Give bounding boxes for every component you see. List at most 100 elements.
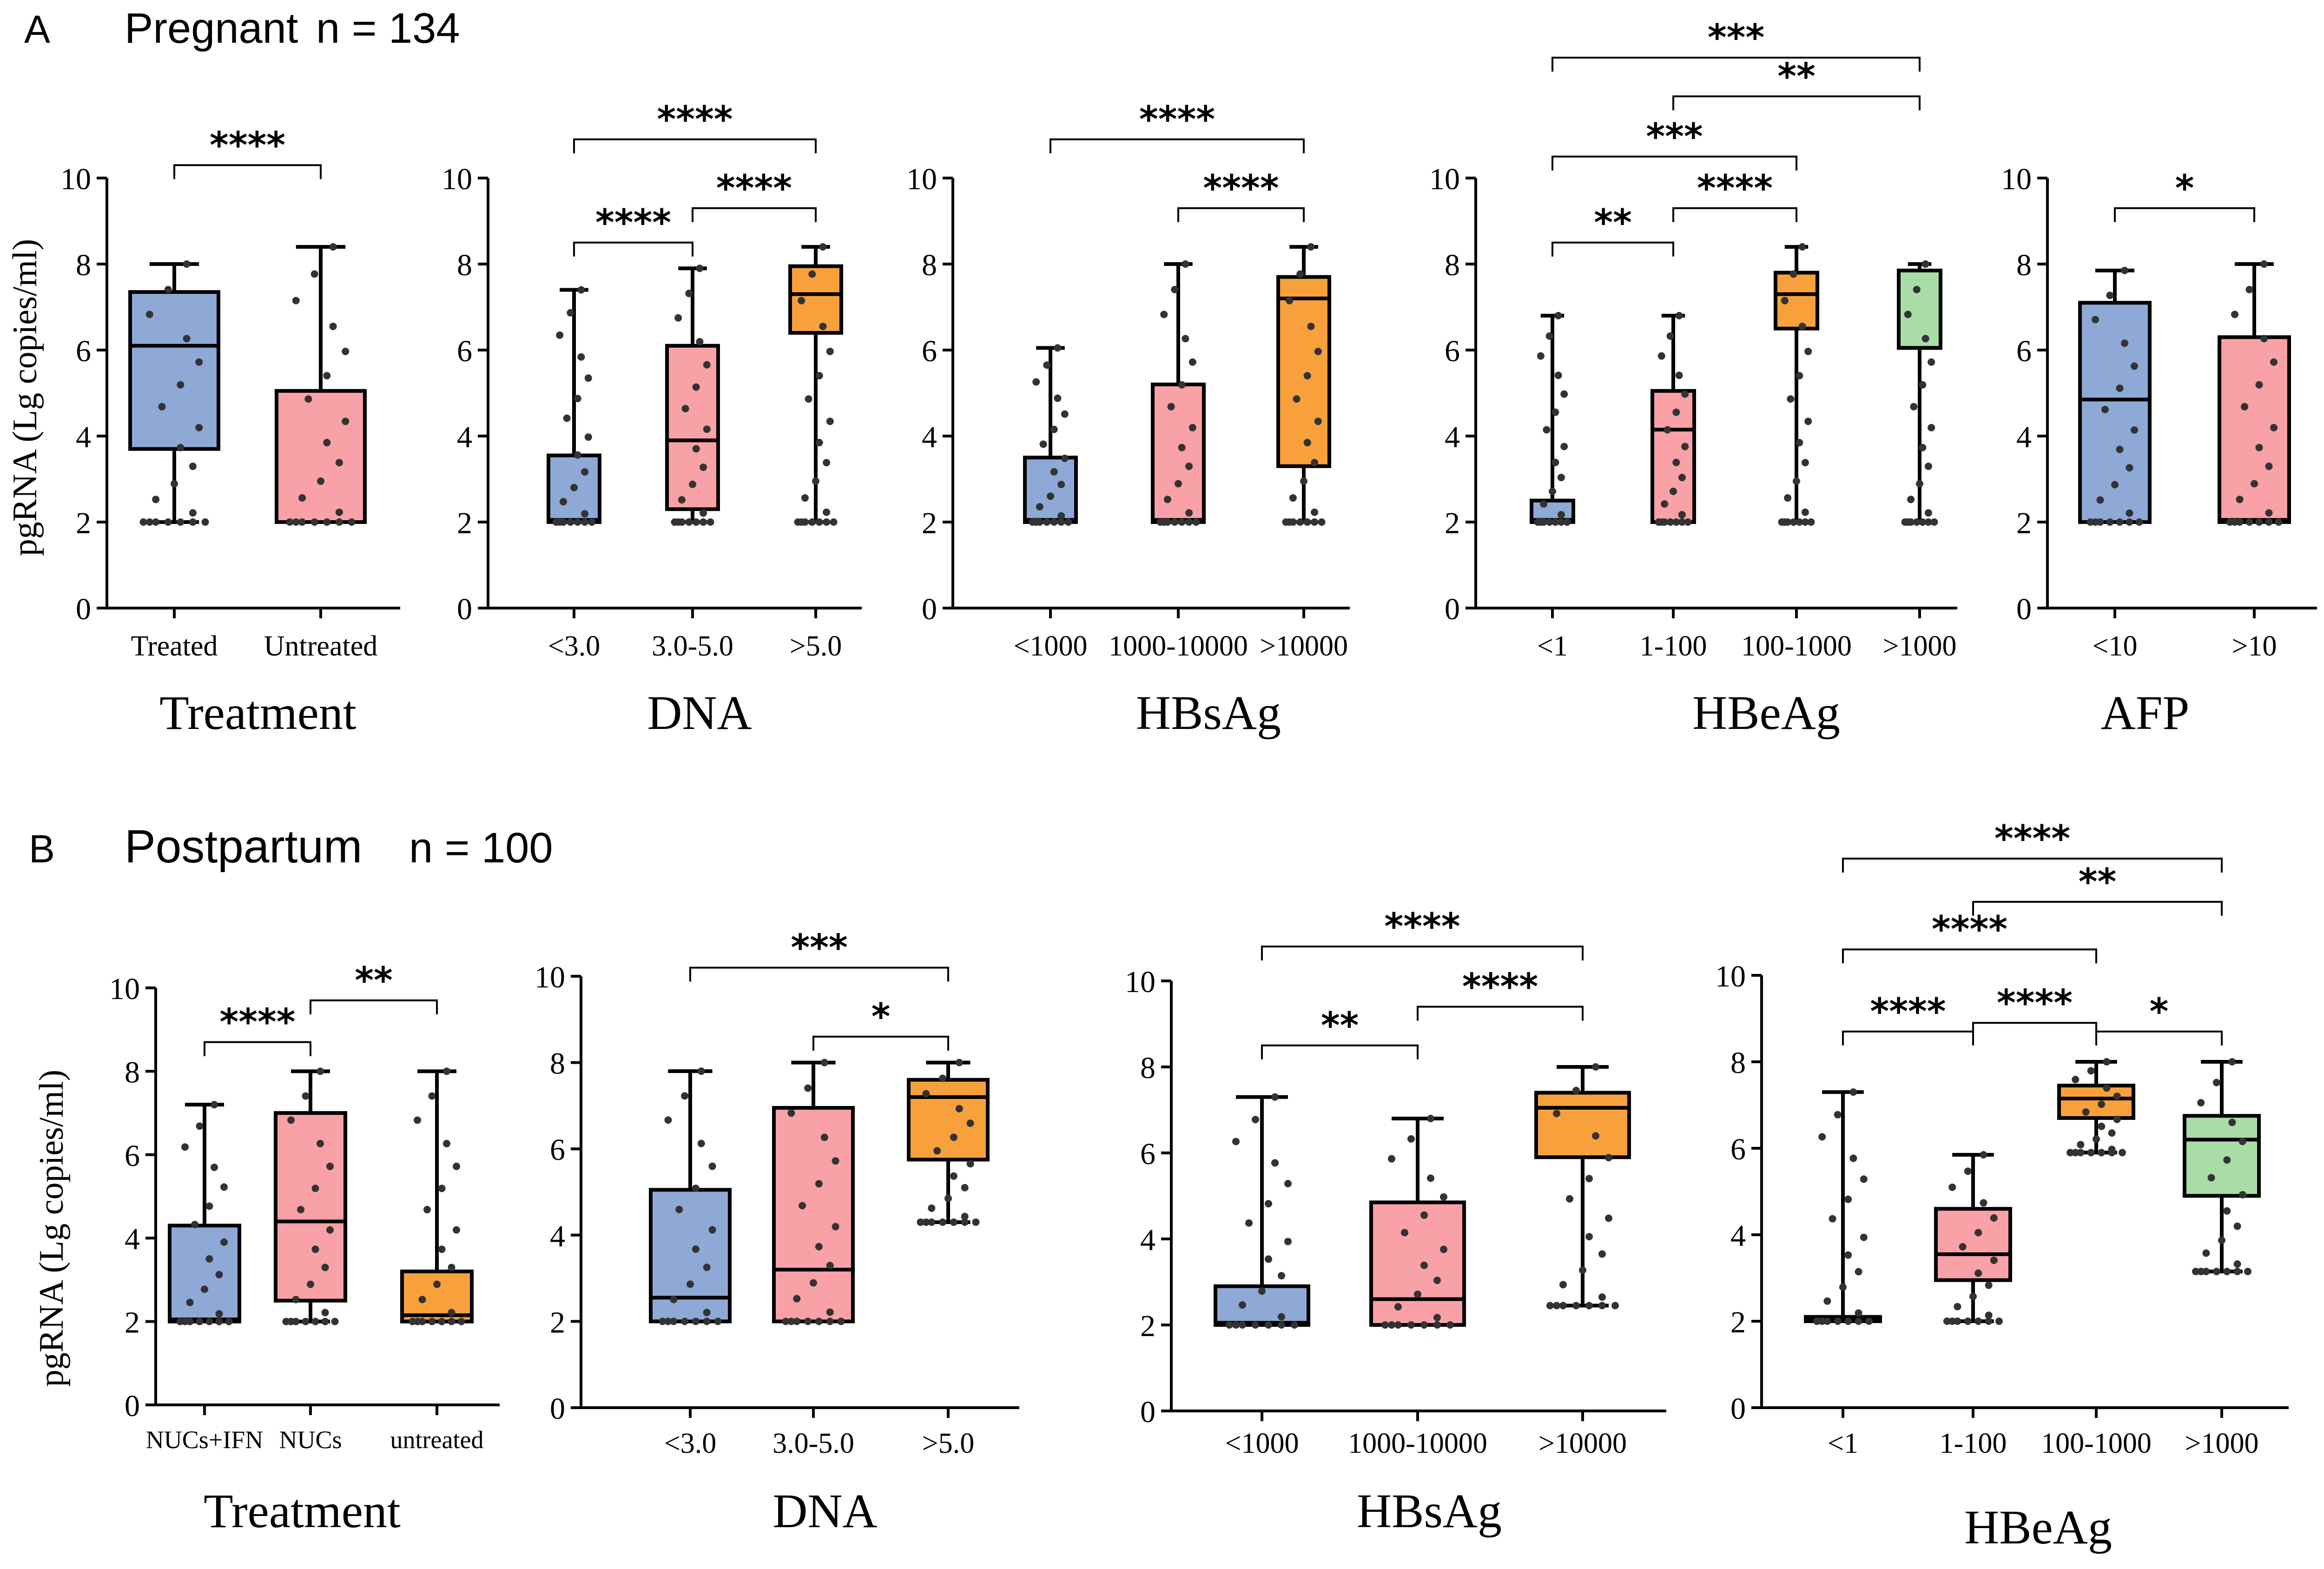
data-point bbox=[933, 1147, 941, 1155]
data-point bbox=[1029, 518, 1037, 526]
data-point bbox=[1579, 1266, 1586, 1274]
data-point bbox=[1178, 518, 1186, 526]
data-point bbox=[335, 459, 343, 467]
data-point bbox=[826, 347, 834, 355]
data-point bbox=[177, 381, 185, 389]
data-point bbox=[2087, 1067, 2095, 1075]
significance-label: * bbox=[2175, 168, 2194, 210]
data-point bbox=[696, 265, 704, 272]
data-point bbox=[581, 518, 589, 526]
data-point bbox=[1032, 378, 1040, 386]
data-point bbox=[311, 1317, 319, 1325]
y-tick-label: 8 bbox=[1730, 1046, 1746, 1080]
data-point bbox=[815, 372, 823, 380]
y-tick-label: 2 bbox=[550, 1305, 565, 1339]
data-point bbox=[1440, 1245, 1447, 1253]
data-point bbox=[1801, 459, 1809, 467]
data-point bbox=[2087, 1149, 2095, 1157]
data-point bbox=[1672, 408, 1680, 416]
data-point bbox=[801, 518, 809, 526]
x-tick-label: 3.0-5.0 bbox=[772, 1428, 854, 1459]
data-point bbox=[1163, 496, 1171, 503]
y-tick-label: 10 bbox=[906, 162, 937, 196]
data-point bbox=[1855, 1268, 1862, 1276]
y-tick-label: 10 bbox=[1429, 162, 1460, 196]
y-tick-label: 4 bbox=[76, 420, 91, 454]
data-point bbox=[1553, 1302, 1560, 1310]
data-point bbox=[1585, 1233, 1593, 1241]
significance-label: *** bbox=[1708, 17, 1764, 59]
data-point bbox=[1860, 1175, 1868, 1183]
data-point bbox=[2236, 518, 2244, 526]
data-point bbox=[706, 518, 714, 526]
data-point bbox=[1543, 426, 1551, 434]
data-point bbox=[1160, 311, 1168, 318]
data-point bbox=[1844, 1195, 1852, 1203]
data-point bbox=[1954, 1317, 1961, 1325]
data-point bbox=[687, 1280, 694, 1288]
data-point bbox=[1928, 424, 1935, 431]
data-point bbox=[700, 518, 707, 526]
data-point bbox=[1670, 488, 1677, 496]
y-tick-label: 10 bbox=[60, 162, 91, 196]
data-point bbox=[1163, 518, 1171, 526]
x-axis-title: Treatment bbox=[204, 1484, 401, 1538]
data-point bbox=[1834, 1317, 1842, 1325]
data-point bbox=[826, 417, 834, 425]
y-tick-label: 6 bbox=[76, 334, 91, 368]
data-point bbox=[1420, 1211, 1428, 1219]
data-point bbox=[1303, 439, 1311, 447]
data-point bbox=[1232, 1138, 1240, 1145]
y-tick-label: 0 bbox=[550, 1392, 565, 1426]
data-point bbox=[1787, 395, 1795, 403]
data-point bbox=[563, 414, 571, 422]
data-point bbox=[215, 1317, 223, 1325]
data-point bbox=[2077, 1149, 2085, 1157]
box-pink bbox=[1369, 1200, 1466, 1327]
data-point bbox=[2255, 381, 2263, 389]
data-point bbox=[2202, 1249, 2210, 1257]
data-point bbox=[457, 1317, 465, 1325]
data-point bbox=[1284, 1238, 1292, 1245]
x-tick-label: <1 bbox=[1537, 630, 1568, 662]
data-point bbox=[2202, 1268, 2210, 1276]
data-point bbox=[2212, 1268, 2220, 1276]
data-point bbox=[794, 518, 802, 526]
y-tick-label: 6 bbox=[125, 1139, 140, 1173]
data-point bbox=[323, 439, 331, 447]
data-point bbox=[1781, 297, 1789, 305]
data-point bbox=[670, 1317, 678, 1325]
data-point bbox=[2265, 463, 2273, 470]
data-point bbox=[152, 518, 160, 526]
data-point bbox=[1913, 518, 1921, 526]
significance-label: * bbox=[2150, 991, 2169, 1033]
data-point bbox=[1557, 511, 1565, 519]
data-point bbox=[189, 518, 197, 526]
y-tick-label: 10 bbox=[535, 960, 565, 994]
data-point bbox=[1655, 518, 1663, 526]
y-tick-label: 8 bbox=[76, 248, 91, 282]
x-tick-label: NUCs+IFN bbox=[146, 1426, 264, 1454]
box-blue bbox=[168, 1224, 241, 1324]
data-point bbox=[176, 1317, 184, 1325]
significance-label: ** bbox=[2079, 861, 2117, 903]
y-tick-label: 6 bbox=[1730, 1132, 1746, 1166]
data-point bbox=[1924, 463, 1932, 470]
data-point bbox=[2131, 362, 2138, 370]
data-point bbox=[697, 1067, 705, 1075]
box-orange bbox=[1276, 275, 1331, 468]
y-tick-label: 8 bbox=[1445, 248, 1460, 282]
data-point bbox=[567, 309, 574, 317]
box-green bbox=[1897, 268, 1942, 350]
data-point bbox=[1314, 347, 1322, 355]
data-point bbox=[1818, 1133, 1826, 1141]
data-point bbox=[1661, 500, 1669, 508]
data-point bbox=[1681, 443, 1689, 450]
data-point bbox=[1545, 518, 1553, 526]
y-tick-label: 4 bbox=[1140, 1223, 1155, 1257]
x-tick-label: >5.0 bbox=[922, 1428, 974, 1459]
data-point bbox=[1427, 1174, 1434, 1182]
